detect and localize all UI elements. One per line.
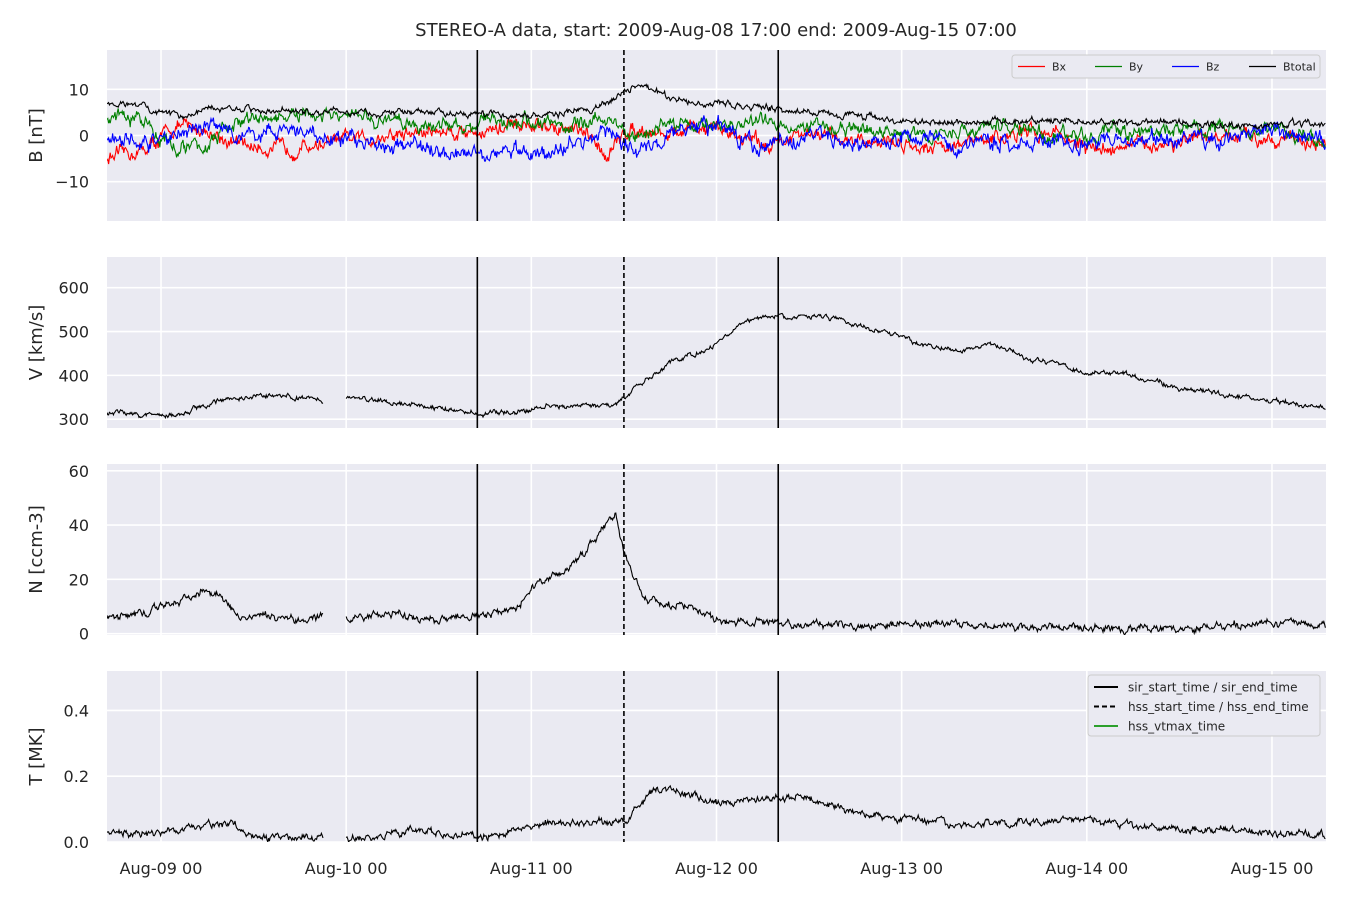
panel-t: 0.0 0.2 0.4 T [MK] sir_start_time / sir_end_… (26, 671, 1326, 852)
series-line-t (107, 817, 324, 842)
panel-b: −10 0 10 B [nT] Bx By Bz Btotal (26, 50, 1326, 221)
y-axis-label: V [km/s] (26, 305, 47, 380)
y-tick-label: 400 (58, 366, 89, 385)
y-tick-label: 0 (79, 127, 89, 146)
y-tick-label: 0 (79, 625, 89, 644)
y-tick-label: 500 (58, 323, 89, 342)
legend-label-sir-event: sir_start_time / sir_end_time (1128, 681, 1298, 695)
panel-v: 300 400 500 600 V [km/s] (26, 257, 1326, 429)
series-line-v (345, 312, 1326, 419)
series-line-v (107, 392, 324, 420)
legend-label-bx: Bx (1052, 61, 1067, 74)
x-tick-label: Aug-15 00 (1231, 859, 1314, 878)
y-tick-label: 10 (69, 80, 89, 99)
y-tick-label: 20 (69, 570, 89, 589)
legend-box (1011, 54, 1321, 79)
y-axis-label: T [MK] (26, 727, 47, 786)
legend-label-hss-vtmax: hss_vtmax_time (1128, 720, 1225, 734)
y-tick-label: −10 (55, 173, 89, 192)
series-line-n (345, 512, 1326, 635)
x-tick-label: Aug-12 00 (675, 859, 758, 878)
series-line-n (107, 588, 324, 625)
series-line-bx (107, 117, 1326, 165)
chart-title: STEREO-A data, start: 2009-Aug-08 17:00 … (415, 20, 1017, 41)
y-tick-label: 40 (69, 516, 89, 535)
x-tick-label: Aug-13 00 (860, 859, 943, 878)
legend-box (1087, 674, 1321, 737)
series-line-bz (107, 115, 1326, 162)
legend-label-by: By (1129, 61, 1144, 74)
x-tick-label: Aug-10 00 (305, 859, 388, 878)
y-tick-label: 300 (58, 410, 89, 429)
legend-label-bz: Bz (1206, 61, 1220, 74)
x-tick-label: Aug-09 00 (120, 859, 203, 878)
y-tick-label: 600 (58, 279, 89, 298)
y-tick-label: 60 (69, 462, 89, 481)
legend-label-btotal: Btotal (1283, 61, 1316, 74)
x-tick-label: Aug-11 00 (490, 859, 573, 878)
y-tick-label: 0.4 (64, 701, 89, 720)
series-line-t (345, 784, 1326, 842)
panel-n: 0 20 40 60 N [ccm-3] (26, 462, 1326, 644)
x-tick-label: Aug-14 00 (1045, 859, 1128, 878)
y-tick-label: 0.0 (64, 833, 89, 852)
y-axis-label: N [ccm-3] (26, 505, 47, 594)
y-tick-label: 0.2 (64, 767, 89, 786)
series-line-btotal (107, 83, 1326, 131)
series-line-by (107, 105, 1326, 158)
y-axis-label: B [nT] (26, 108, 47, 163)
legend-label-hss-event: hss_start_time / hss_end_time (1128, 700, 1309, 714)
